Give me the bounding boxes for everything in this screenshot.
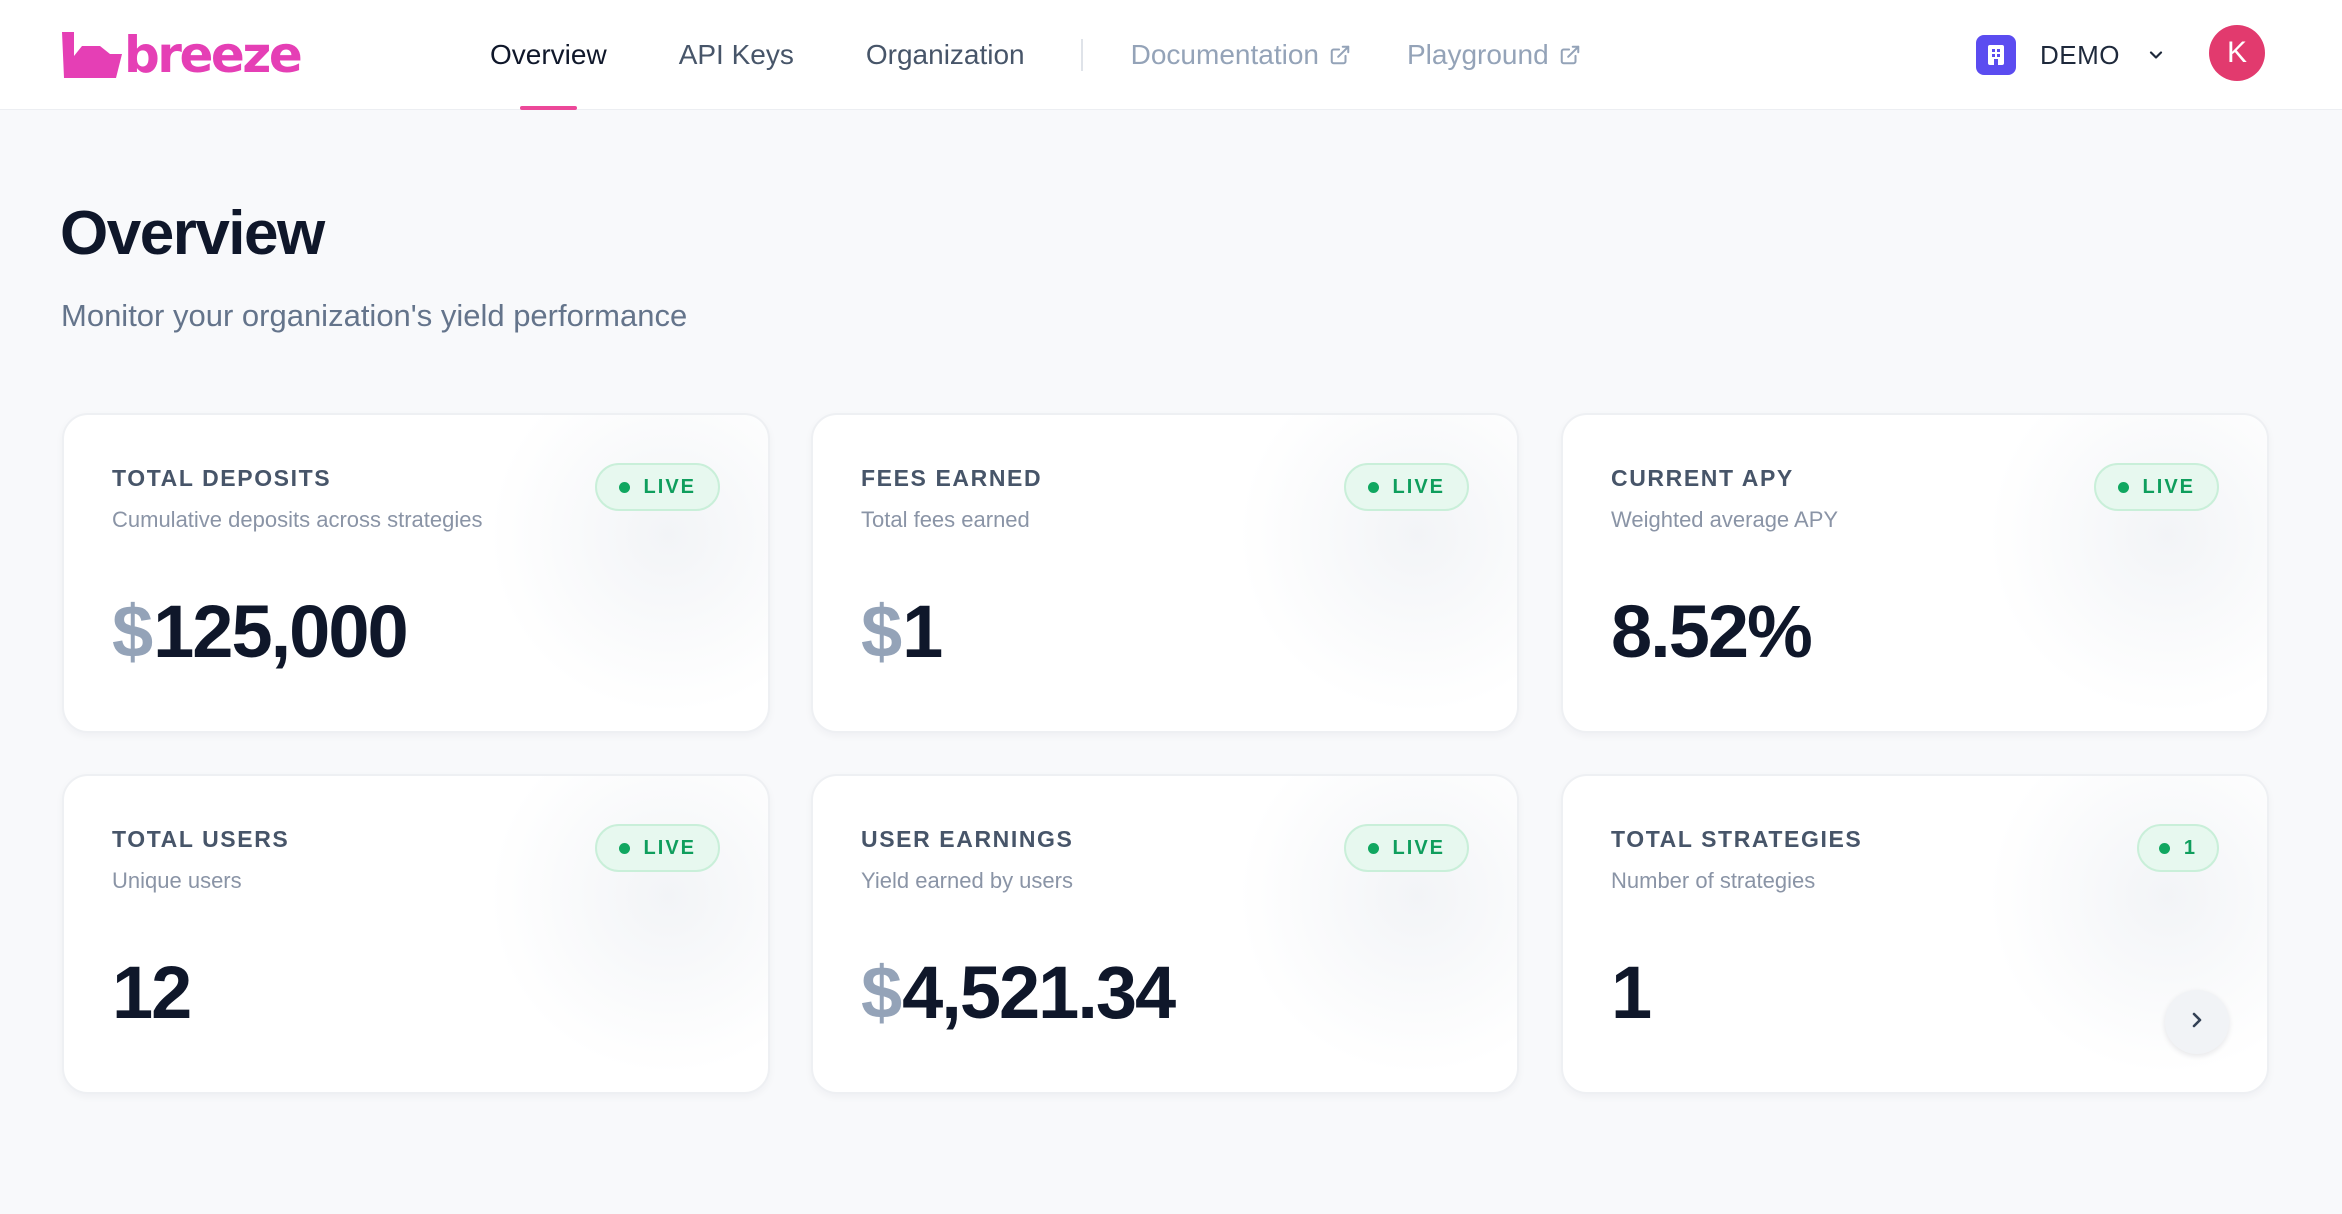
live-badge: LIVE [1343, 824, 1469, 872]
card-value-number: 125,000 [153, 590, 408, 673]
live-badge: LIVE [594, 463, 720, 511]
breeze-logo[interactable]: breeze [60, 26, 303, 84]
live-badge: LIVE [594, 824, 720, 872]
card-value: $4,521.34 [861, 951, 1176, 1034]
card-description: Total fees earned [861, 507, 1030, 532]
chevron-down-icon [2146, 45, 2166, 65]
card-value: 8.52% [1611, 590, 1813, 673]
nav-overview-label: Overview [490, 39, 607, 70]
user-avatar[interactable]: K [2209, 25, 2265, 81]
view-strategies-button[interactable] [2165, 990, 2229, 1054]
card-title: FEES EARNED [861, 465, 1043, 491]
nav-organization-label: Organization [865, 39, 1025, 70]
stat-card-user-earnings: USER EARNINGS Yield earned by users LIVE… [811, 774, 1519, 1094]
top-navigation-bar: breeze Overview API Keys Organization Do… [0, 0, 2342, 110]
nav-api-keys-label: API Keys [678, 39, 794, 70]
live-dot-icon [618, 481, 630, 493]
card-value-number: 8.52% [1611, 590, 1813, 673]
user-initial: K [2226, 36, 2247, 69]
nav-playground-label: Playground [1406, 39, 1549, 70]
building-icon [1976, 35, 2016, 75]
live-badge: LIVE [1343, 463, 1469, 511]
organization-switcher[interactable]: DEMO [1976, 33, 2166, 77]
stat-card-current-apy: CURRENT APY Weighted average APY LIVE 8.… [1561, 413, 2269, 733]
card-description: Weighted average APY [1611, 507, 1839, 532]
currency-symbol: $ [112, 590, 153, 673]
card-value: $1 [861, 590, 943, 673]
nav-divider [1080, 39, 1083, 71]
stat-card-total-strategies[interactable]: TOTAL STRATEGIES Number of strategies 1 … [1561, 774, 2269, 1094]
card-value-number: 1 [1611, 951, 1652, 1034]
brand-name: breeze [124, 26, 303, 84]
badge-label: LIVE [1392, 836, 1445, 859]
main-nav: Overview API Keys Organization Documenta… [490, 0, 1637, 110]
breeze-logo-icon [62, 32, 122, 78]
card-description: Number of strategies [1611, 868, 1816, 893]
card-title: TOTAL STRATEGIES [1611, 826, 1863, 852]
card-value-number: 12 [112, 951, 192, 1034]
nav-organization[interactable]: Organization [866, 0, 1025, 110]
live-badge: LIVE [2093, 463, 2219, 511]
card-value: $125,000 [112, 590, 409, 673]
badge-label: LIVE [1392, 475, 1445, 498]
currency-symbol: $ [861, 590, 902, 673]
badge-label: LIVE [643, 475, 696, 498]
badge-label: LIVE [2142, 475, 2195, 498]
live-dot-icon [618, 842, 630, 854]
card-description: Yield earned by users [861, 868, 1073, 893]
card-title: TOTAL USERS [112, 826, 290, 852]
card-value-number: 4,521.34 [902, 951, 1176, 1034]
nav-overview[interactable]: Overview [490, 0, 607, 110]
page-subtitle: Monitor your organization's yield perfor… [61, 298, 688, 333]
external-link-icon [1559, 44, 1581, 66]
nav-playground-link[interactable]: Playground [1407, 0, 1581, 110]
external-link-icon [1329, 44, 1351, 66]
card-value: 12 [112, 951, 192, 1034]
nav-api-keys[interactable]: API Keys [679, 0, 794, 110]
card-description: Cumulative deposits across strategies [112, 507, 483, 532]
status-dot-icon [2158, 842, 2170, 854]
badge-label: LIVE [643, 836, 696, 859]
page-title: Overview [60, 199, 325, 268]
card-title: TOTAL DEPOSITS [112, 465, 332, 491]
stat-card-total-deposits: TOTAL DEPOSITS Cumulative deposits acros… [62, 413, 770, 733]
stat-card-fees-earned: FEES EARNED Total fees earned LIVE $1 [811, 413, 1519, 733]
organization-name: DEMO [2040, 39, 2120, 70]
live-dot-icon [1367, 481, 1379, 493]
card-value-number: 1 [902, 590, 943, 673]
nav-documentation-link[interactable]: Documentation [1131, 0, 1351, 110]
card-title: CURRENT APY [1611, 465, 1794, 491]
card-value: 1 [1611, 951, 1652, 1034]
card-title: USER EARNINGS [861, 826, 1074, 852]
chevron-right-icon [2185, 1008, 2209, 1037]
live-dot-icon [1367, 842, 1379, 854]
count-badge: 1 [2136, 824, 2219, 872]
nav-documentation-label: Documentation [1130, 39, 1319, 70]
live-dot-icon [2117, 481, 2129, 493]
stat-card-total-users: TOTAL USERS Unique users LIVE 12 [62, 774, 770, 1094]
badge-label: 1 [2183, 836, 2197, 859]
card-description: Unique users [112, 868, 242, 893]
currency-symbol: $ [861, 951, 902, 1034]
